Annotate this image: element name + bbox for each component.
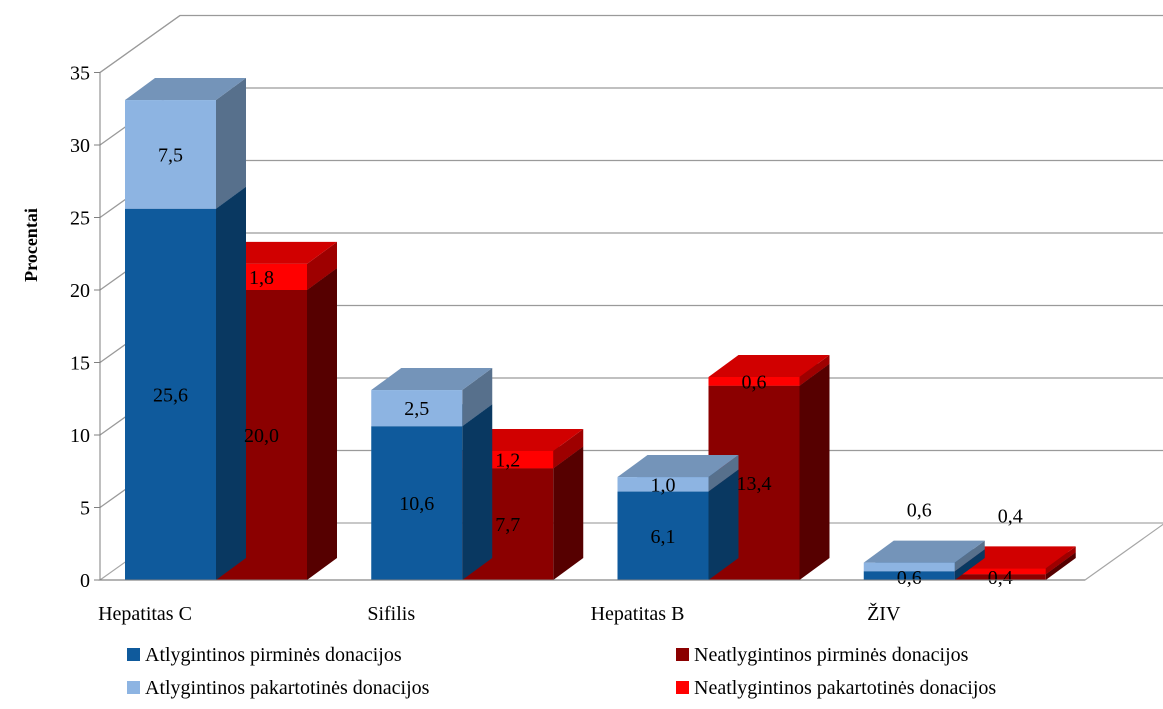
bar-segment bbox=[371, 368, 493, 427]
legend-label: Neatlygintinos pakartotinės donacijos bbox=[694, 677, 996, 699]
bar-side bbox=[462, 404, 493, 580]
bar-side bbox=[799, 363, 830, 580]
data-label: 0,4 bbox=[988, 567, 1013, 589]
data-label: 20,0 bbox=[244, 425, 279, 447]
x-tick-label: Hepatitas B bbox=[591, 603, 685, 625]
legend-swatch bbox=[676, 648, 689, 661]
bar-side bbox=[708, 455, 739, 492]
bar-front bbox=[708, 377, 800, 386]
gridline bbox=[99, 87, 1163, 146]
data-label: 0,6 bbox=[907, 500, 932, 522]
bar-front bbox=[371, 390, 463, 427]
y-axis-title: Procentai bbox=[21, 208, 41, 282]
bar-top bbox=[617, 455, 739, 478]
data-label: 6,1 bbox=[651, 526, 676, 548]
bar-front bbox=[617, 491, 709, 580]
data-label: 10,6 bbox=[399, 493, 434, 515]
data-label: 13,4 bbox=[737, 473, 772, 495]
bar-side bbox=[553, 428, 584, 469]
data-label: 7,5 bbox=[158, 144, 183, 166]
data-label: 1,0 bbox=[651, 474, 676, 496]
bar-segment bbox=[216, 241, 337, 290]
bar-side bbox=[307, 268, 337, 580]
bar-front bbox=[125, 208, 216, 581]
legend-item: Neatlygintinos pakartotinės donacijos bbox=[676, 677, 996, 699]
gridline bbox=[99, 14, 1163, 74]
bar-segment bbox=[125, 186, 246, 581]
bar-top bbox=[216, 241, 337, 264]
legend-label: Atlygintinos pakartotinės donacijos bbox=[145, 677, 430, 699]
bar-segment bbox=[708, 355, 830, 386]
bar-segment bbox=[371, 404, 493, 580]
bar-side bbox=[1045, 546, 1076, 575]
data-label: 0,6 bbox=[742, 371, 767, 393]
y-tick-label: 15 bbox=[70, 353, 90, 375]
x-tick-label: Hepatitas C bbox=[98, 603, 192, 625]
legend-label: Atlygintinos pirminės donacijos bbox=[145, 644, 402, 666]
data-label: 0,6 bbox=[897, 567, 922, 589]
legend-item: Atlygintinos pirminės donacijos bbox=[127, 644, 402, 666]
y-tick-label: 35 bbox=[70, 63, 90, 85]
legend-swatch bbox=[676, 681, 689, 694]
y-tick-label: 25 bbox=[70, 208, 90, 230]
legend-item: Atlygintinos pakartotinės donacijos bbox=[127, 677, 430, 699]
x-tick-label: Sifilis bbox=[367, 603, 415, 625]
bar-top bbox=[462, 428, 584, 451]
data-label: 25,6 bbox=[153, 384, 188, 406]
bar-side bbox=[216, 78, 246, 209]
bar-front bbox=[125, 100, 216, 209]
data-label: 1,2 bbox=[495, 450, 520, 472]
gridline bbox=[99, 159, 1163, 219]
bar-segment bbox=[125, 78, 246, 209]
legend: Atlygintinos pirminės donacijos Neatlygin… bbox=[127, 644, 996, 699]
x-tick-label: ŽIV bbox=[867, 602, 901, 625]
bar-front bbox=[371, 426, 463, 580]
legend-swatch bbox=[127, 681, 140, 694]
y-axis: 0 5 10 15 20 25 30 35 bbox=[70, 63, 101, 592]
y-tick-label: 30 bbox=[70, 135, 90, 157]
data-label: 2,5 bbox=[404, 398, 429, 420]
bar-side bbox=[954, 549, 985, 580]
bar-segment bbox=[954, 546, 1076, 575]
x-axis: Hepatitas C Sifilis Hepatitas B ŽIV bbox=[98, 579, 1085, 625]
bar-side bbox=[216, 186, 246, 581]
data-label: 0,4 bbox=[998, 505, 1023, 527]
bar-top bbox=[863, 540, 985, 563]
bar-side bbox=[708, 469, 739, 580]
bar-front bbox=[863, 571, 955, 580]
bar-side bbox=[553, 446, 584, 580]
y-tick-label: 5 bbox=[80, 498, 90, 520]
data-label: 1,8 bbox=[249, 267, 274, 289]
legend-swatch bbox=[127, 648, 140, 661]
bar-side bbox=[1045, 552, 1076, 580]
bar-front bbox=[617, 477, 709, 492]
bars bbox=[125, 78, 1076, 581]
y-tick-label: 0 bbox=[80, 570, 90, 592]
bar-front bbox=[863, 562, 955, 572]
bar-segment bbox=[863, 540, 985, 572]
bar-side bbox=[462, 368, 493, 427]
bar-top bbox=[371, 368, 493, 391]
bar-top bbox=[125, 78, 246, 101]
bar-side bbox=[307, 241, 337, 290]
bar-segment bbox=[617, 455, 739, 492]
bar-top bbox=[708, 355, 830, 377]
bar-top bbox=[954, 546, 1076, 569]
legend-item: Neatlygintinos pirminės donacijos bbox=[676, 644, 969, 666]
bar-side bbox=[954, 540, 985, 572]
y-tick-label: 10 bbox=[70, 425, 90, 447]
data-labels: 25,6 7,5 20,0 1,8 10,6 2,5 7,7 1,2 6,1 1,0 13,4 0,6… bbox=[153, 144, 1023, 589]
bar-front bbox=[954, 574, 1046, 580]
bar-side bbox=[799, 355, 830, 386]
bar-front bbox=[954, 568, 1046, 575]
data-label: 7,7 bbox=[495, 514, 520, 536]
legend-label: Neatlygintinos pirminės donacijos bbox=[694, 644, 969, 666]
y-tick-label: 20 bbox=[70, 280, 90, 302]
